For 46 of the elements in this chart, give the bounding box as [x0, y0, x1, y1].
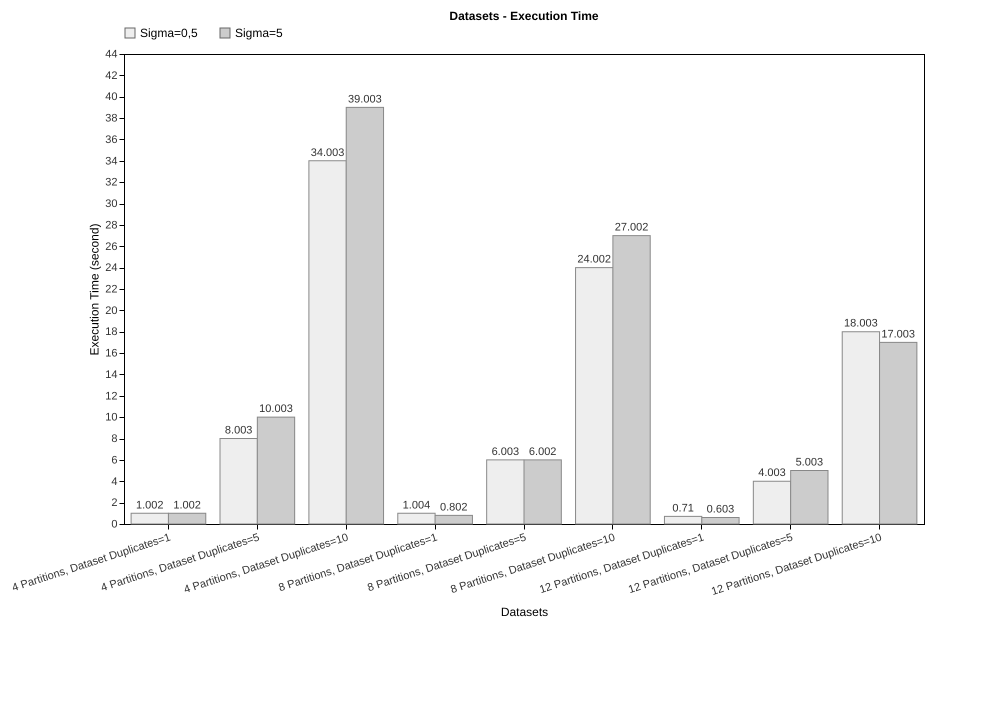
data-label: 6.002	[528, 446, 556, 458]
y-tick-label: 18	[105, 326, 118, 338]
y-tick-label: 16	[105, 348, 118, 360]
data-label: 27.002	[614, 222, 648, 234]
y-tick-label: 10	[105, 412, 118, 424]
y-tick-label: 8	[111, 433, 118, 446]
y-tick-label: 22	[105, 284, 118, 296]
data-label: 5.003	[796, 456, 824, 469]
y-tick-label: 12	[105, 390, 118, 402]
y-tick-label: 26	[105, 240, 118, 253]
chart-title: Datasets - Execution Time	[449, 9, 599, 23]
data-label: 39.003	[348, 93, 382, 106]
data-label: 1.002	[173, 499, 201, 512]
data-label: 0.603	[706, 504, 734, 516]
data-label: 1.002	[136, 499, 164, 512]
data-label: 18.003	[844, 318, 878, 330]
y-tick-label: 20	[105, 304, 118, 317]
legend-label: Sigma=0,5	[140, 26, 198, 40]
y-tick-label: 34	[105, 155, 118, 168]
data-label: 34.003	[310, 146, 344, 159]
y-tick-label: 14	[105, 368, 118, 381]
y-tick-label: 32	[105, 176, 118, 189]
legend-label: Sigma=5	[235, 26, 284, 40]
y-tick-label: 4	[111, 476, 118, 488]
data-label: 24.002	[577, 254, 612, 266]
y-tick-label: 38	[105, 112, 118, 125]
y-tick-label: 6	[111, 454, 118, 466]
data-label: 4.003	[758, 467, 786, 480]
data-label: 17.003	[881, 328, 916, 340]
y-tick-label: 36	[105, 134, 118, 146]
data-label: 6.003	[492, 446, 520, 458]
y-tick-label: 42	[105, 70, 118, 82]
y-tick-label: 30	[105, 198, 118, 210]
data-label: 1.004	[402, 499, 430, 512]
x-axis-title: Datasets	[500, 605, 548, 620]
y-tick-label: 44	[105, 48, 118, 60]
y-tick-label: 28	[105, 219, 118, 232]
y-tick-label: 0	[111, 518, 118, 530]
data-label: 0.802	[440, 501, 468, 514]
y-axis-title: Execution Time (second)	[87, 223, 102, 356]
data-label: 10.003	[259, 403, 293, 416]
data-label: 8.003	[224, 424, 252, 437]
y-tick-label: 2	[111, 497, 118, 510]
y-tick-label: 40	[105, 91, 118, 104]
data-label: 0.71	[672, 502, 694, 514]
y-tick-label: 24	[105, 262, 118, 274]
